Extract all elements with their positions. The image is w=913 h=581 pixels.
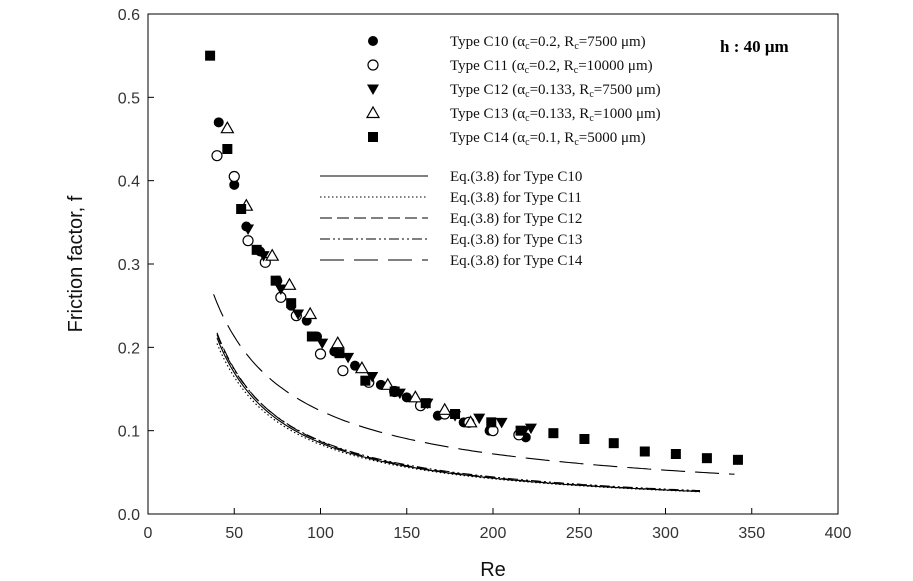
y-tick-label: 0.0 (118, 507, 140, 524)
x-tick-label: 400 (825, 525, 852, 542)
series-3-point (274, 284, 287, 295)
x-tick-label: 200 (480, 525, 507, 542)
x-tick-label: 50 (225, 525, 243, 542)
series-5-point (389, 386, 400, 397)
y-tick-label: 0.4 (118, 174, 140, 191)
series-1-point (401, 392, 412, 403)
curve-3 (216, 332, 701, 492)
series-3-point (524, 423, 537, 435)
series-4-point (303, 306, 318, 320)
legend-label-2: Type C11 (αc=0.2, Rc=10000 μm) (450, 58, 653, 76)
series-4-point (354, 360, 369, 374)
series-4-point (437, 402, 452, 415)
x-tick-label: 150 (393, 525, 420, 542)
series-3-point (242, 224, 255, 235)
thickness-annotation: h : 40 μm (720, 37, 789, 56)
x-tick-label: 350 (738, 525, 765, 542)
series-5-point (486, 417, 497, 428)
series-5-point (548, 428, 559, 439)
legend-marker-1 (368, 36, 378, 46)
curve-4 (216, 334, 701, 492)
series-5-point (236, 204, 247, 214)
series-1-point (213, 117, 224, 128)
series-5-point (334, 348, 345, 359)
series-4-point (220, 120, 235, 134)
legend-marker-3 (367, 84, 379, 95)
series-5-point (222, 144, 233, 154)
legend-label-5: Type C14 (αc=0.1, Rc=5000 μm) (450, 130, 646, 148)
x-tick-label: 250 (566, 525, 593, 542)
legend-curve-label-3: Eq.(3.8) for Type C12 (450, 211, 582, 227)
model-curves (213, 294, 735, 493)
series-4-point (408, 390, 423, 403)
x-axis-title: Re (480, 559, 506, 581)
series-5-point (420, 398, 431, 409)
y-tick-label: 0.2 (118, 340, 140, 357)
curve-2 (216, 343, 701, 493)
series-5-point (579, 434, 590, 444)
legend-curve-label-1: Eq.(3.8) for Type C10 (450, 169, 582, 185)
y-tick-label: 0.6 (118, 7, 140, 24)
series-4-point (330, 335, 345, 349)
series-3-point (473, 413, 486, 425)
series-4-point (463, 415, 478, 428)
series-5-point (251, 244, 262, 255)
data-points (205, 50, 743, 465)
series-4-point (282, 277, 297, 290)
y-tick-label: 0.5 (118, 90, 140, 107)
series-5-point (701, 453, 712, 464)
series-5-point (608, 438, 619, 449)
series-4-point (265, 248, 280, 261)
series-2-point (242, 235, 254, 247)
series-5-point (670, 449, 681, 459)
x-tick-label: 300 (652, 525, 679, 542)
series-5-point (286, 298, 297, 309)
series-5-point (205, 50, 216, 61)
legend-curve-label-2: Eq.(3.8) for Type C11 (450, 190, 582, 206)
legend-curve-label-4: Eq.(3.8) for Type C13 (450, 232, 582, 248)
legend-label-1: Type C10 (αc=0.2, Rc=7500 μm) (450, 34, 646, 52)
series-1-point (229, 179, 240, 190)
series-5-point (270, 275, 281, 286)
series-5-point (360, 375, 371, 386)
series-5-point (306, 331, 317, 342)
series-5-point (732, 454, 743, 465)
series-3-point (292, 309, 305, 320)
legend-curve-label-5: Eq.(3.8) for Type C14 (450, 253, 583, 269)
series-3-point (342, 352, 355, 364)
axis-ticks: 0 50 100 150 200 250 300 350 400 0.0 0.1 0.2 0.3 0.4 0… (118, 7, 852, 542)
legend-marker-2 (367, 59, 379, 71)
series-5-point (639, 446, 650, 457)
series-5-point (515, 425, 526, 436)
legend-marker-5 (368, 132, 378, 142)
y-axis-title: Friction factor, f (65, 195, 87, 332)
y-tick-label: 0.1 (118, 424, 140, 441)
x-tick-label: 100 (307, 525, 334, 542)
series-3-point (316, 338, 329, 350)
series-1-point (350, 360, 360, 371)
series-2-point (228, 170, 240, 183)
series-2-point (314, 348, 327, 360)
curve-5 (213, 294, 735, 475)
legend: Type C10 (αc=0.2, Rc=7500 μm) Type C11 (α… (320, 34, 661, 269)
y-tick-label: 0.3 (118, 257, 140, 274)
legend-marker-4 (365, 105, 381, 119)
series-2-point (337, 365, 349, 377)
series-3-point (495, 417, 508, 429)
legend-label-4: Type C13 (αc=0.133, Rc=1000 μm) (450, 106, 661, 124)
x-tick-label: 0 (144, 525, 153, 542)
legend-label-3: Type C12 (αc=0.133, Rc=7500 μm) (450, 82, 661, 100)
series-3-point (366, 372, 379, 383)
series-5-point (450, 409, 461, 419)
series-2-point (211, 150, 223, 162)
